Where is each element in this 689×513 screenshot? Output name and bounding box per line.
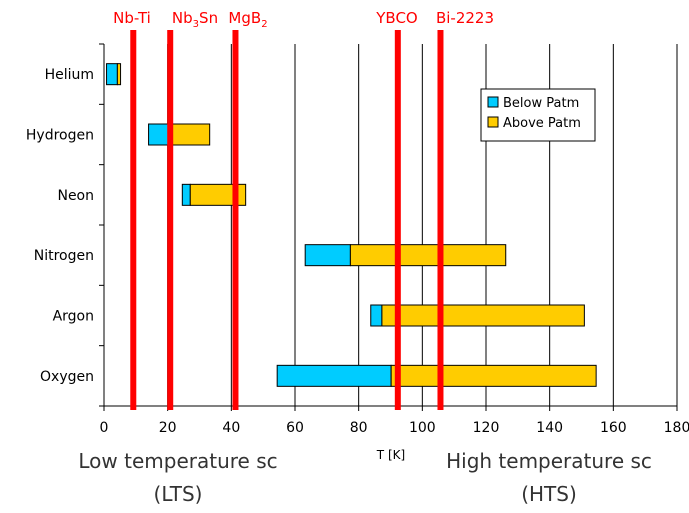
legend-box	[480, 88, 596, 142]
category-label: Nitrogen	[34, 248, 94, 264]
x-tick-label: 80	[350, 420, 368, 436]
annotation-line2: (HTS)	[521, 482, 577, 506]
category-label: Neon	[57, 188, 94, 204]
x-tick-label: 160	[600, 420, 627, 436]
x-tick-label: 140	[536, 420, 563, 436]
bar-segment	[381, 304, 585, 327]
bar-segment	[181, 183, 191, 206]
annotation-line1: High temperature sc	[446, 449, 652, 473]
x-tick-label: 40	[222, 420, 240, 436]
x-tick-label: 0	[100, 420, 109, 436]
bar-segment	[349, 244, 507, 267]
bar-segment	[370, 304, 383, 327]
bar-segment	[390, 364, 597, 387]
category-label: Oxygen	[40, 369, 94, 385]
annotation-line1: Low temperature sc	[78, 449, 277, 473]
bar-segment	[106, 63, 118, 86]
sc-marker-label: Nb3Sn	[172, 9, 218, 30]
category-label: Helium	[45, 67, 94, 83]
sc-marker-label: YBCO	[375, 9, 417, 27]
bar-segment	[276, 364, 392, 387]
x-tick-label: 60	[286, 420, 304, 436]
bar-segment	[189, 183, 247, 206]
x-tick-label: 20	[159, 420, 177, 436]
legend-swatch	[487, 116, 499, 128]
x-tick-label: 180	[664, 420, 689, 436]
legend-label: Below Patm	[503, 96, 579, 111]
category-label: Argon	[53, 309, 94, 325]
x-axis-title: T [K]	[376, 448, 405, 462]
sc-marker-label: MgB2	[228, 9, 267, 30]
x-tick-label: 120	[473, 420, 500, 436]
bar-segment	[148, 123, 170, 146]
sc-marker-label: Nb-Ti	[113, 9, 151, 27]
bar-segment	[304, 244, 351, 267]
annotation-line2: (LTS)	[154, 482, 203, 506]
bar-segment	[168, 123, 211, 146]
legend-swatch	[487, 96, 499, 108]
bar-segment	[116, 63, 122, 86]
category-label: Hydrogen	[26, 128, 94, 144]
legend-label: Above Patm	[503, 116, 581, 131]
x-tick-label: 100	[409, 420, 436, 436]
sc-marker-label: Bi-2223	[436, 9, 494, 27]
